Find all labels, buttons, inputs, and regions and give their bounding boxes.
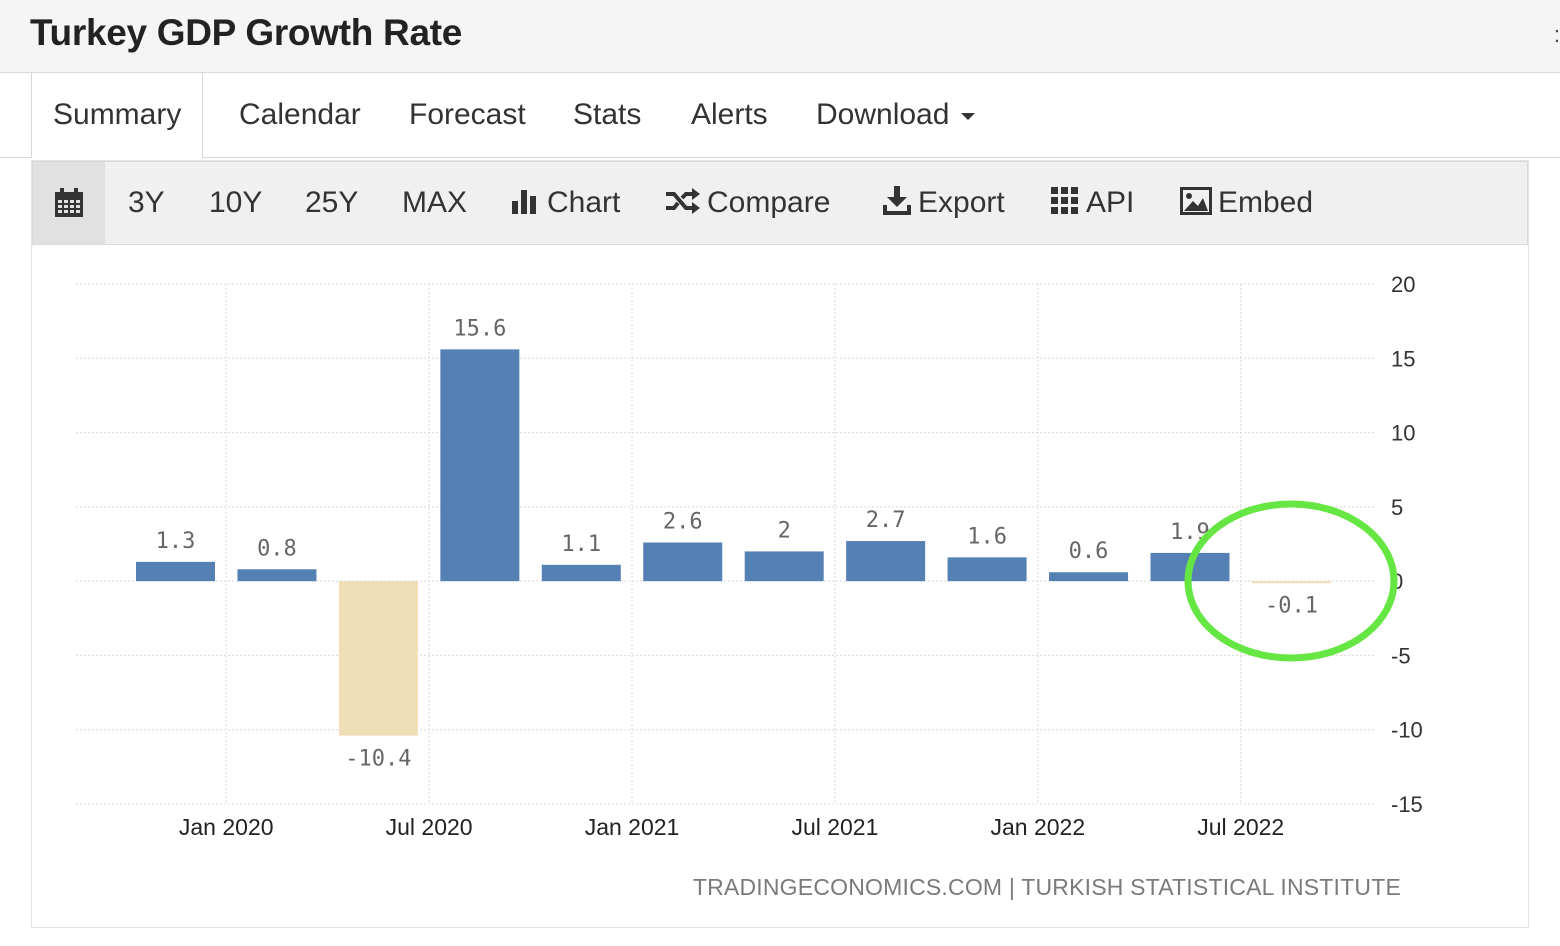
download-icon [883, 186, 911, 216]
x-tick-label: Jan 2022 [991, 814, 1086, 840]
data-label: 0.8 [257, 536, 297, 561]
title-bar: Turkey GDP Growth Rate : [0, 0, 1560, 73]
data-label: 1.3 [156, 529, 196, 554]
y-tick-label: 15 [1391, 346, 1415, 371]
export-button[interactable]: Export [882, 162, 1005, 244]
range-10y-button[interactable]: 10Y [209, 186, 263, 219]
calendar-button[interactable] [33, 162, 105, 244]
data-label: 0.6 [1069, 539, 1109, 564]
bar-2021-Q3[interactable] [846, 541, 926, 582]
bar-2020-Q3[interactable] [440, 349, 520, 582]
data-label: -10.4 [345, 747, 411, 772]
x-tick-label: Jul 2021 [791, 814, 878, 840]
chart-panel [31, 160, 1529, 928]
export-button-label: Export [918, 186, 1005, 219]
embed-button[interactable]: Embed [1180, 162, 1313, 244]
bar-2020-Q2[interactable] [338, 581, 418, 736]
bar-layer [136, 349, 1331, 736]
data-label: 2.6 [663, 510, 703, 535]
bar-2021-Q1[interactable] [643, 542, 723, 582]
bar-2022-Q3[interactable] [1251, 581, 1331, 584]
grid-layer [76, 283, 1375, 805]
x-tick-label: Jan 2021 [585, 814, 680, 840]
calendar-icon [55, 188, 83, 217]
data-label: 15.6 [453, 316, 506, 341]
range-25y-button[interactable]: 25Y [305, 186, 359, 219]
x-tick-label: Jul 2022 [1197, 814, 1284, 840]
data-label: 2 [778, 518, 791, 543]
page-title: Turkey GDP Growth Rate [30, 12, 463, 53]
api-button-label: API [1086, 186, 1135, 219]
bar-2019-Q4[interactable] [136, 561, 215, 582]
data-label: 1.1 [561, 532, 601, 557]
tab-calendar[interactable]: Calendar [239, 98, 361, 131]
x-tick-label: Jan 2020 [179, 814, 274, 840]
bar-2022-Q1[interactable] [1049, 572, 1129, 582]
embed-button-label: Embed [1218, 186, 1314, 219]
x-tick-label: Jul 2020 [386, 814, 473, 840]
compare-button[interactable]: Compare [665, 162, 830, 244]
compare-button-label: Compare [707, 186, 831, 219]
y-tick-label: -5 [1391, 643, 1411, 668]
tab-forecast[interactable]: Forecast [409, 98, 526, 131]
data-label: 2.7 [866, 508, 906, 533]
tab-download-label: Download [816, 98, 950, 131]
tab-stats[interactable]: Stats [573, 98, 642, 131]
range-3y-button[interactable]: 3Y [128, 186, 165, 219]
chart-toolbar: 3Y 10Y 25Y MAX Chart Compare Export [32, 161, 1528, 245]
data-label: 1.6 [967, 524, 1007, 549]
y-tick-label: -15 [1391, 792, 1423, 817]
tab-alerts[interactable]: Alerts [691, 98, 768, 131]
y-tick-label: 20 [1391, 272, 1415, 297]
api-button[interactable]: API [1050, 162, 1134, 244]
bar-2021-Q2[interactable] [744, 551, 824, 582]
bar-2021-Q4[interactable] [947, 557, 1027, 582]
caret-down-icon [961, 112, 976, 120]
highlight-circle [1184, 500, 1398, 662]
y-tick-label: 5 [1391, 495, 1403, 520]
image-icon [1180, 187, 1212, 216]
close-icon[interactable]: : [1553, 22, 1560, 47]
y-tick-label: -10 [1391, 718, 1423, 743]
label-layer: 1.3 0.8-10.415.61.12.6 2 2.71.60.61.9-0.1 [156, 316, 1318, 771]
grid-icon [1051, 187, 1078, 215]
source-credit: TRADINGECONOMICS.COM | TURKISH STATISTIC… [692, 874, 1401, 900]
data-label: -0.1 [1265, 594, 1318, 619]
shuffle-icon [666, 188, 700, 215]
bar-2020-Q4[interactable] [541, 564, 621, 582]
bar-chart-icon [512, 190, 536, 215]
chart-button[interactable]: Chart [511, 162, 620, 244]
y-tick-label: 10 [1391, 421, 1415, 446]
tab-download[interactable]: Download [816, 73, 976, 157]
range-max-button[interactable]: MAX [402, 186, 468, 219]
tab-summary[interactable]: Summary [31, 73, 204, 158]
chart-button-label: Chart [547, 186, 621, 219]
tab-bar: Summary Calendar Forecast Stats Alerts D… [0, 73, 1560, 158]
bar-2020-Q1[interactable] [237, 569, 317, 582]
